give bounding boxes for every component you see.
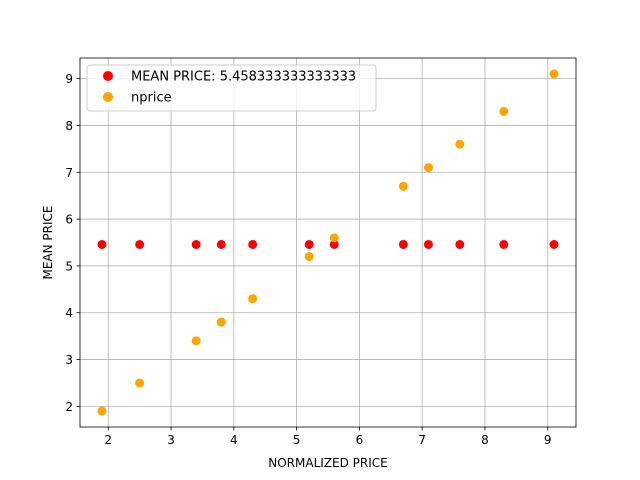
legend: MEAN PRICE: 5.458333333333333 nprice (86, 64, 377, 112)
mean-price-point (216, 239, 226, 249)
mean-price-point (455, 239, 465, 249)
data-points (97, 69, 559, 416)
x-tick-label: 4 (230, 433, 238, 447)
legend-marker-nprice (103, 92, 113, 102)
mean-price-point (191, 239, 201, 249)
legend-label-mean-price: MEAN PRICE: 5.458333333333333 (131, 70, 356, 85)
nprice-point (216, 317, 226, 327)
y-tick-label: 2 (65, 400, 73, 414)
y-tick-label: 7 (65, 166, 73, 180)
nprice-point (248, 294, 258, 304)
mean-price-point (549, 239, 559, 249)
legend-marker-mean-price (103, 71, 113, 81)
mean-price-point (398, 239, 408, 249)
x-tick-label: 2 (104, 433, 112, 447)
nprice-point (549, 69, 559, 79)
nprice-point (329, 233, 339, 243)
mean-price-point (248, 239, 258, 249)
nprice-point (499, 106, 509, 116)
plot-area (80, 58, 576, 427)
mean-price-point (304, 239, 314, 249)
x-axis-label: NORMALIZED PRICE (268, 456, 387, 470)
mean-price-point (329, 239, 339, 249)
y-tick-label: 3 (65, 353, 73, 367)
y-tick-label: 9 (65, 72, 73, 86)
x-tick-label: 9 (544, 433, 552, 447)
axis-ticks: 2 3 4 5 6 7 8 9 2 3 4 5 6 7 8 9 (65, 72, 551, 447)
mean-price-point (423, 239, 433, 249)
y-tick-label: 5 (65, 259, 73, 273)
plot-frame (79, 57, 577, 428)
legend-box (86, 64, 377, 112)
x-tick-label: 3 (167, 433, 175, 447)
y-tick-label: 4 (65, 306, 73, 320)
x-tick-label: 8 (481, 433, 489, 447)
nprice-point (191, 336, 201, 346)
mean-price-point (135, 239, 145, 249)
grid-lines (80, 58, 576, 427)
mean-price-point (499, 239, 509, 249)
y-tick-label: 8 (65, 119, 73, 133)
x-tick-label: 5 (293, 433, 301, 447)
nprice-point (455, 139, 465, 149)
y-tick-label: 6 (65, 213, 73, 227)
nprice-point (97, 406, 107, 416)
x-tick-label: 7 (418, 433, 426, 447)
nprice-point (304, 252, 314, 262)
mean-price-point (97, 239, 107, 249)
legend-label-nprice: nprice (131, 91, 172, 106)
nprice-point (423, 163, 433, 173)
nprice-point (135, 378, 145, 388)
x-tick-label: 6 (356, 433, 364, 447)
nprice-point (398, 181, 408, 191)
y-axis-label: MEAN PRICE (41, 205, 55, 279)
